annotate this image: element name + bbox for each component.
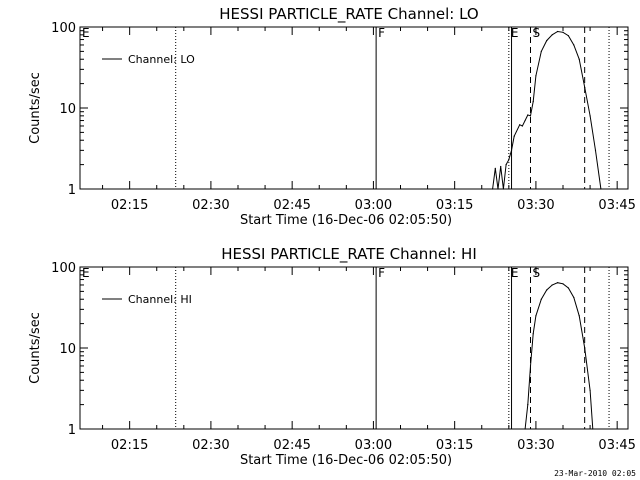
panel-2-x-axis-label: Start Time (16-Dec-06 02:05:50) [240, 453, 452, 468]
panel-1-x-tick-label: 02:15 [111, 198, 148, 213]
panel-1-legend-label: Channel: LO [128, 53, 195, 66]
panel-1-series-line [492, 30, 602, 190]
panel-1-y-tick-label: 10 [59, 102, 76, 117]
panel-1-data-point [573, 44, 575, 46]
panel-2-data-point [562, 283, 564, 285]
panel-2-legend-label: Channel: HI [128, 293, 192, 306]
panel-1-data-point [600, 188, 602, 190]
panel-1-x-tick-label: 03:30 [517, 198, 554, 213]
panel-2-event-marker-label: E [82, 266, 90, 280]
panel-1-data-point [532, 100, 534, 103]
panel-1-data-point [529, 115, 532, 117]
panel-2-data-point [529, 365, 532, 367]
panel-2-x-tick-label: 02:45 [273, 438, 310, 453]
panel-2-event-marker-label: E [511, 266, 519, 280]
panel-1-data-point [497, 188, 499, 190]
panel-1-data-point [584, 86, 586, 88]
panel-2-x-tick-label: 03:45 [598, 438, 635, 453]
panel-1-y-tick-label: 100 [51, 21, 76, 36]
panel-2-y-tick-label: 1 [68, 423, 76, 438]
panel-1-data-point [567, 35, 570, 37]
panel-2-series-line [524, 282, 594, 430]
panel-1-data-point [540, 50, 542, 52]
panel-1-data-point [513, 135, 515, 137]
panel-1-event-marker-label: S [532, 26, 540, 40]
panel-2-data-point [592, 428, 594, 430]
panel-1-data-point [562, 31, 564, 33]
panel-2-data-point [540, 298, 542, 300]
panel-1-x-axis-label: Start Time (16-Dec-06 02:05:50) [240, 213, 452, 228]
panel-1-data-point [527, 114, 529, 116]
panel-1-data-point [500, 165, 502, 168]
panel-1-data-point [505, 164, 507, 166]
generated-timestamp: 23-Mar-2010 02:05 [554, 469, 636, 478]
panel-2-x-tick-label: 03:30 [517, 438, 554, 453]
panel-1-data-point [546, 39, 548, 42]
panel-2-data-point [524, 428, 526, 430]
panel-1-data-point [491, 188, 494, 190]
panel-1-data-point [556, 30, 559, 33]
panel-1-data-point [589, 115, 591, 117]
panel-2-x-tick-label: 03:15 [436, 438, 473, 453]
panel-1-data-point [519, 124, 521, 126]
panel-1-data-point [578, 58, 580, 60]
panel-2-data-point [567, 287, 570, 289]
panel-2-y-tick-label: 10 [59, 342, 76, 357]
panel-1-x-tick-label: 03:15 [436, 198, 473, 213]
panel-1-event-marker-label: F [378, 26, 385, 40]
panel-2-data-point [573, 296, 575, 299]
panel-1-x-tick-label: 02:30 [192, 198, 229, 213]
panel-2-y-axis-label: Counts/sec [28, 312, 43, 384]
panel-1-event-marker-label: E [82, 26, 90, 40]
panel-2-data-point [532, 333, 534, 335]
panel-2-event-marker-label: F [378, 266, 385, 280]
panel-1-data-point [521, 125, 523, 127]
panel-1-data-point [594, 149, 597, 151]
panel-1-data-point [502, 188, 505, 190]
panel-2-data-point [584, 347, 586, 349]
panel-2-title: HESSI PARTICLE_RATE Channel: HI [221, 245, 477, 264]
panel-1-x-tick-label: 03:45 [598, 198, 635, 213]
panel-2-data-point [551, 284, 553, 286]
panel-2-event-marker-label: S [532, 266, 540, 280]
panel-1-y-axis-label: Counts/sec [28, 72, 43, 144]
panel-1-title: HESSI PARTICLE_RATE Channel: LO [219, 5, 478, 24]
panel-2-y-tick-label: 100 [51, 261, 76, 276]
panel-2-data-point [578, 315, 580, 317]
panel-2-x-tick-label: 02:30 [192, 438, 229, 453]
panel-1-data-point [551, 34, 553, 36]
panel-1-data-point [508, 159, 510, 161]
panel-1-data-point [494, 167, 496, 169]
panel-1-event-marker-label: E [511, 26, 519, 40]
panel-2-data-point [556, 282, 559, 284]
panel-1-data-point [510, 149, 513, 151]
panel-2-x-tick-label: 03:00 [355, 438, 392, 453]
panel-1-data-point [524, 119, 526, 122]
panel-1-x-tick-label: 03:00 [355, 198, 392, 213]
panel-2-data-point [535, 315, 537, 317]
panel-2-x-tick-label: 02:15 [111, 438, 148, 453]
panel-1-plot-frame [79, 26, 629, 190]
panel-2-data-point [527, 404, 529, 406]
panel-2-data-point [546, 289, 548, 291]
panel-1-data-point [535, 75, 537, 77]
panel-2-data-point [589, 389, 591, 391]
panel-1-x-tick-label: 02:45 [273, 198, 310, 213]
panel-1-y-tick-label: 1 [68, 183, 76, 198]
